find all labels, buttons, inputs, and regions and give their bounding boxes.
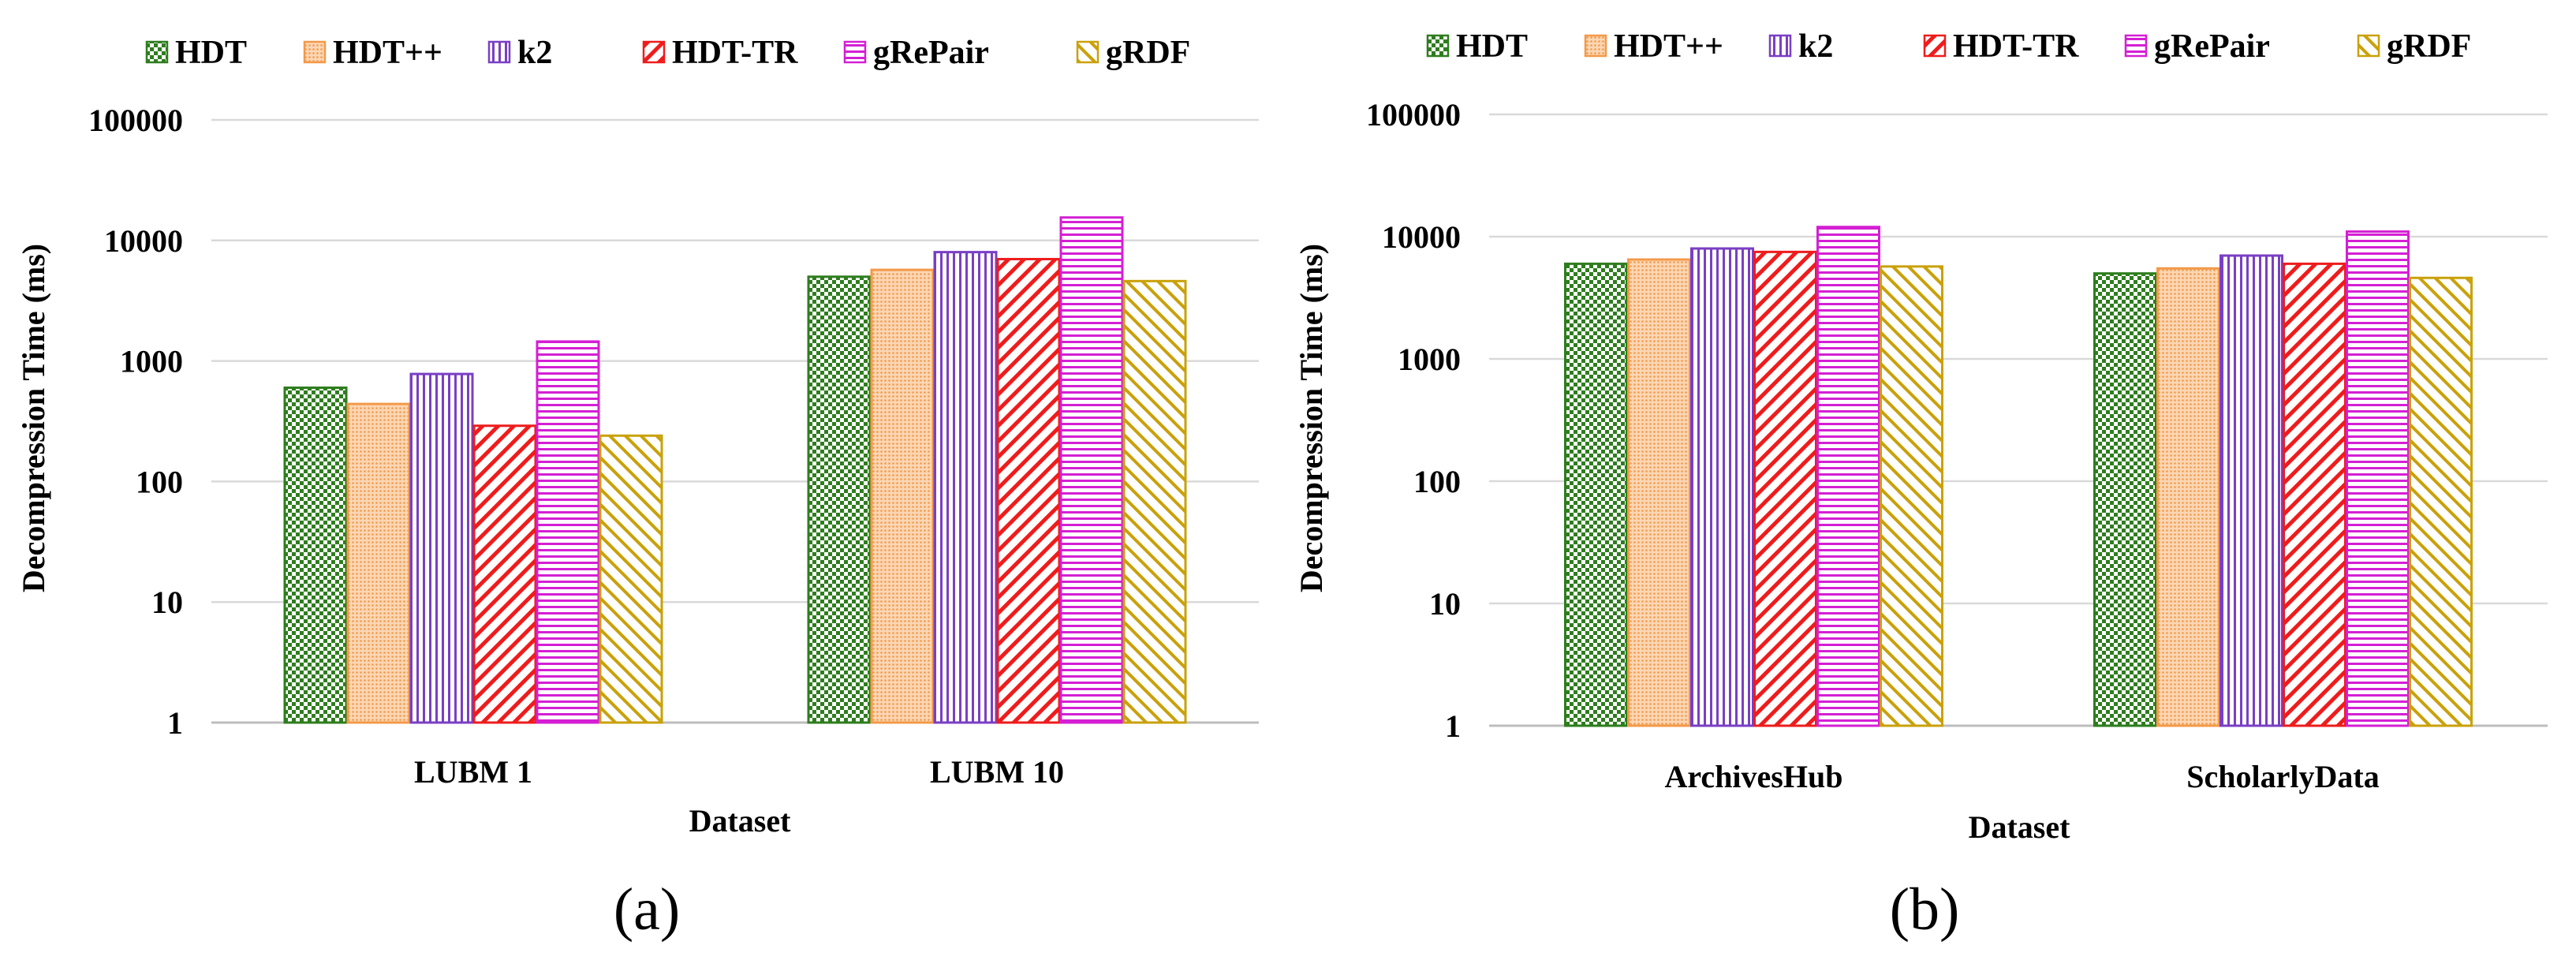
bar-k2-archiveshub: [1690, 247, 1754, 727]
legend-swatch-k2: [487, 40, 511, 64]
bar-k2-scholarlydata: [2219, 254, 2283, 727]
bar-grdf-lubm-10: [1122, 279, 1187, 724]
y-tick-labels: 1 10 100 1000 10000 100000: [88, 103, 183, 741]
y-tick-label: 100000: [1366, 97, 1461, 133]
x-axis-title: Dataset: [1969, 809, 2071, 845]
bar-grdf-lubm-1: [599, 434, 663, 724]
x-category-label: LUBM 1: [414, 754, 532, 790]
x-category-label: ArchivesHub: [1665, 759, 1843, 794]
legend-swatch-grepair: [2124, 34, 2148, 58]
bar-hdt-archiveshub: [1564, 262, 1628, 727]
y-tick-label: 1: [167, 705, 183, 741]
legend-label-hdt-tr: HDT-TR: [1953, 28, 2079, 65]
legend-swatch-hdt: [145, 40, 169, 64]
x-axis-title: Dataset: [689, 803, 792, 839]
bar-hdt-lubm-1: [283, 386, 348, 724]
legend-label-grepair: gRePair: [873, 35, 989, 71]
y-tick-label: 1: [1445, 708, 1461, 744]
bar-grepair-lubm-10: [1059, 216, 1124, 724]
x-category-labels: ArchivesHub ScholarlyData: [1665, 759, 2380, 794]
y-axis-title: Decompression Time (ms): [1294, 244, 1329, 592]
legend-label-hdt: HDT: [175, 35, 247, 71]
legend-swatch-hdtplusplus: [1584, 34, 1607, 58]
panel-label: (a): [614, 876, 680, 943]
legend-label-hdtplusplus: HDT++: [333, 35, 442, 71]
x-category-label: LUBM 10: [930, 754, 1064, 790]
y-tick-label: 10000: [104, 223, 183, 259]
legend-swatch-grepair: [843, 40, 867, 64]
chart-panel-b: HDT HDT++ k2 HDT-TR gRePair gRDF 1 10 100 1000 10…: [1294, 28, 2548, 943]
panel-label: (b): [1890, 876, 1960, 943]
bar-hdt-tr-lubm-10: [996, 257, 1061, 724]
bar-hdtplusplus-lubm-1: [346, 402, 411, 724]
bars: [1564, 226, 2473, 727]
bar-grepair-lubm-1: [536, 340, 600, 724]
legend-swatch-grdf: [1076, 40, 1099, 64]
legend-label-k2: k2: [517, 35, 552, 71]
y-tick-labels: 1 10 100 1000 10000 100000: [1366, 97, 1461, 744]
y-tick-label: 10000: [1382, 219, 1461, 255]
legend-swatch-hdt: [1426, 34, 1450, 58]
legend-swatch-hdt-tr: [1923, 34, 1947, 58]
bars: [283, 216, 1187, 724]
bar-hdt-scholarlydata: [2093, 272, 2157, 727]
legend-label-k2: k2: [1798, 28, 1833, 65]
bar-hdt-tr-lubm-1: [472, 424, 537, 724]
bar-hdt-tr-scholarlydata: [2283, 262, 2346, 727]
y-tick-label: 10: [1429, 586, 1461, 622]
legend: HDT HDT++ k2 HDT-TR gRePair gRDF: [1426, 28, 2471, 65]
legend-label-grdf: gRDF: [1106, 35, 1190, 71]
bar-k2-lubm-1: [409, 372, 474, 724]
bar-grdf-scholarlydata: [2409, 276, 2473, 727]
bar-hdt-tr-archiveshub: [1753, 250, 1817, 727]
y-tick-label: 1000: [120, 344, 183, 379]
bar-grepair-archiveshub: [1816, 226, 1880, 727]
legend-label-hdtplusplus: HDT++: [1614, 28, 1723, 65]
bar-grepair-scholarlydata: [2346, 230, 2410, 727]
bar-k2-lubm-10: [933, 251, 998, 724]
y-tick-label: 1000: [1398, 342, 1461, 377]
bar-hdt-lubm-10: [807, 275, 872, 724]
legend-label-hdt: HDT: [1456, 28, 1528, 65]
legend-label-hdt-tr: HDT-TR: [672, 35, 798, 71]
y-tick-label: 10: [151, 585, 183, 620]
legend-swatch-hdtplusplus: [303, 40, 327, 64]
legend: HDT HDT++ k2 HDT-TR gRePair gRDF: [145, 35, 1190, 71]
legend-label-grepair: gRePair: [2154, 28, 2270, 65]
legend-swatch-grdf: [2357, 34, 2380, 58]
x-category-label: ScholarlyData: [2186, 759, 2379, 794]
x-category-labels: LUBM 1 LUBM 10: [414, 754, 1064, 790]
bar-grdf-archiveshub: [1880, 265, 1943, 727]
y-tick-label: 100000: [88, 103, 183, 138]
chart-panel-a: HDT HDT++ k2 HDT-TR gRePair gRDF 1 10 100 1000 10…: [16, 35, 1259, 943]
legend-label-grdf: gRDF: [2387, 28, 2471, 65]
legend-swatch-hdt-tr: [642, 40, 666, 64]
y-tick-label: 100: [136, 464, 183, 499]
y-tick-label: 100: [1413, 464, 1461, 499]
bar-hdtplusplus-archiveshub: [1627, 258, 1691, 727]
bar-hdtplusplus-lubm-10: [870, 268, 935, 724]
legend-swatch-k2: [1768, 34, 1792, 58]
y-axis-title: Decompression Time (ms): [16, 244, 51, 592]
bar-hdtplusplus-scholarlydata: [2156, 267, 2220, 727]
